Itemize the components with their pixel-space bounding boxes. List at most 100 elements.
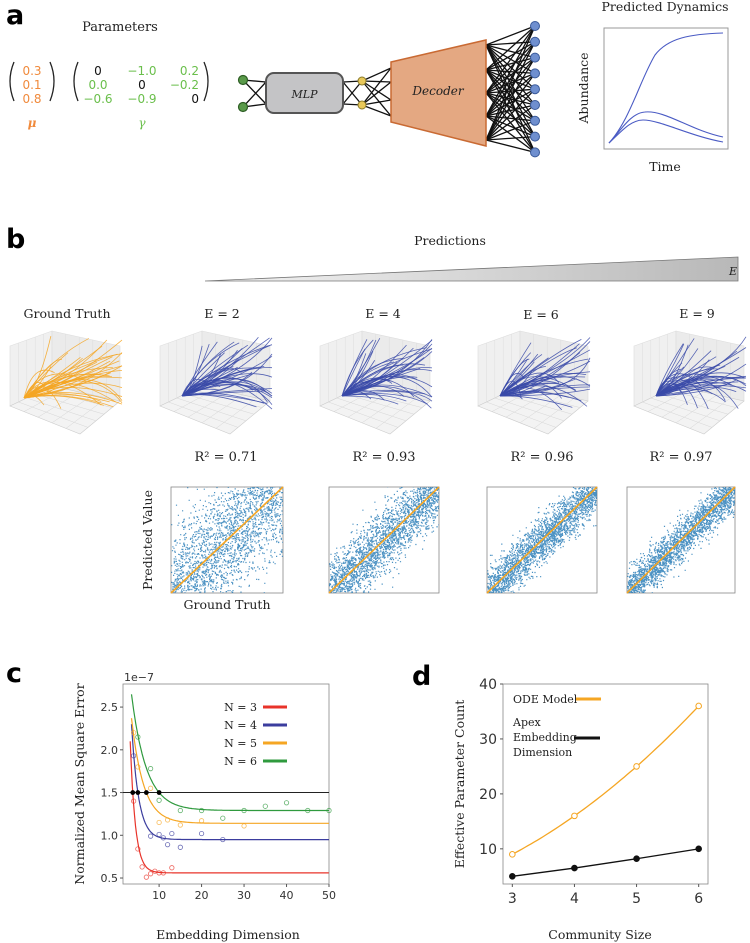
legend-label: Apex <box>512 716 541 729</box>
trajectory-curve <box>655 379 723 397</box>
trajectory-curve <box>499 347 577 397</box>
network-edge <box>361 99 392 106</box>
prediction-scatter <box>328 486 440 594</box>
r2-label: R² = 0.96 <box>510 450 573 465</box>
data-point <box>509 851 516 858</box>
gamma-entry: 0 <box>191 92 199 106</box>
embedding-label: E = 2 <box>204 306 240 321</box>
network-edge <box>485 57 536 94</box>
gamma-label: γ <box>138 116 146 130</box>
network-edge <box>242 79 267 105</box>
x-tick-label: 30 <box>237 889 251 902</box>
trajectory-curve <box>341 381 371 397</box>
network-edge <box>361 104 392 117</box>
trajectory-3d-plots <box>9 330 747 435</box>
y-tick-label: 0.5 <box>101 872 119 885</box>
y-tick-label: 2.0 <box>101 744 119 757</box>
wedge-label: E <box>728 265 737 278</box>
grid-line <box>375 397 417 429</box>
input-node <box>237 101 249 113</box>
predicted-trajectories <box>477 330 591 435</box>
network-edge <box>361 80 392 101</box>
grid-line <box>345 393 415 415</box>
dynamics-xlabel: Time <box>649 159 681 174</box>
nmse-plot: 10 20 30 40 50 0.5 1.0 1.5 2.0 2.5 N = 3 N = 4 N = 5… <box>101 683 336 902</box>
gamma-entry: 0 <box>94 64 102 78</box>
grid-line <box>65 397 107 429</box>
dynamics-curve <box>608 32 724 144</box>
x-tick-label: 20 <box>195 889 209 902</box>
identity-line <box>486 486 598 594</box>
data-point <box>135 846 141 852</box>
gamma-entry: −1.0 <box>127 64 156 78</box>
output-node <box>530 36 540 47</box>
panel-letter-b: b <box>6 224 25 255</box>
prediction-scatter-plots <box>170 486 736 594</box>
parameter-count-plot: 3 4 5 6 10 20 30 40 ODE Model Apex Embedding Dimens… <box>479 677 709 907</box>
grid-line <box>35 393 105 415</box>
r2-label: R² = 0.93 <box>352 450 415 465</box>
network-edge <box>361 81 392 106</box>
x-tick-label: 4 <box>570 891 579 907</box>
embedding-label: E = 4 <box>365 306 401 321</box>
dynamics-axes <box>603 27 729 150</box>
gamma-entry: 0 <box>138 78 146 92</box>
fit-curve-n3 <box>129 741 329 874</box>
y-tick-label: 40 <box>479 677 497 693</box>
dynamics-curve <box>608 111 724 144</box>
network-edge <box>485 25 536 46</box>
output-node <box>530 100 540 110</box>
grid-line <box>336 397 407 422</box>
grid-line <box>187 391 230 418</box>
network-edge <box>485 104 536 117</box>
d-xlabel: Community Size <box>548 927 652 942</box>
x-tick-label: 3 <box>508 891 517 907</box>
grid-line <box>201 394 243 424</box>
network-edges <box>242 25 536 154</box>
r2-label: R² = 0.71 <box>194 450 257 465</box>
network-edge <box>485 41 536 94</box>
network-diagram: MLP Decoder <box>237 21 540 158</box>
trajectory-curve <box>181 366 265 397</box>
data-point <box>156 819 162 826</box>
x-tick-label: 6 <box>694 891 703 907</box>
grid-line <box>667 389 737 408</box>
ground-truth-trajectories <box>9 330 123 435</box>
network-edge <box>485 73 536 141</box>
d-ylabel: Effective Parameter Count <box>452 700 467 868</box>
x-tick-label: 50 <box>322 889 336 902</box>
network-nodes <box>237 21 540 158</box>
identity-line <box>626 486 736 594</box>
trajectory-curve <box>341 394 407 402</box>
series-line <box>512 848 699 877</box>
trajectory-curve <box>655 381 747 397</box>
dynamics-title: Predicted Dynamics <box>601 0 728 14</box>
trajectory-curve <box>341 348 366 397</box>
gamma-entry: −0.6 <box>83 92 112 106</box>
embedding-label: E = 6 <box>523 307 559 322</box>
threshold-crossing-point <box>156 790 162 795</box>
trajectory-curve <box>499 354 543 397</box>
identity-line <box>328 486 440 594</box>
input-node <box>237 74 249 86</box>
network-edge <box>485 56 536 71</box>
data-point <box>131 730 137 736</box>
network-edge <box>485 120 536 141</box>
dynamics-ylabel: Abundance <box>576 52 591 124</box>
trajectory-curve <box>341 374 417 397</box>
network-edge <box>485 25 536 141</box>
trajectory-curve <box>499 361 535 397</box>
trajectory-curve <box>181 352 225 397</box>
data-point <box>148 833 154 839</box>
legend-label: ODE Model <box>513 693 578 706</box>
data-point <box>169 865 175 871</box>
data-point <box>135 764 141 770</box>
data-point <box>198 807 205 814</box>
panel-b: b Predictions E Ground Truth E = 2 E = 4… <box>6 224 747 612</box>
trajectory-curve <box>341 339 374 397</box>
mu-value: 0.1 <box>22 78 41 92</box>
data-point <box>156 831 162 838</box>
scatter-ylabel: Predicted Value <box>140 490 155 590</box>
grid-line <box>505 391 548 418</box>
network-edge <box>485 25 536 117</box>
